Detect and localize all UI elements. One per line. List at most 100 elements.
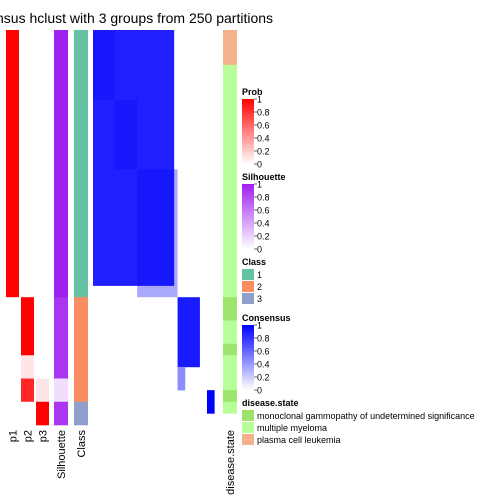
column-label-p2: p2 [23,430,35,442]
annotation-cell-class-4 [74,401,88,426]
legend-title-prob: Prob [242,87,263,97]
annotation-cell-silhouette-0 [54,30,68,298]
disease-state-cell [223,320,237,333]
disease-state-cell [223,332,237,344]
annotation-cell-class-2 [74,355,88,379]
disease-state-cell [223,355,237,368]
annotation-cell-p2-2 [21,355,34,379]
annotation-cell-p3-2 [36,355,49,379]
legend-tick-label-consensus: 0 [257,386,262,396]
disease-state-cell [223,157,237,170]
legend-title-consensus: Consensus [242,313,291,323]
legend-swatch-class [242,293,254,304]
annotation-cell-silhouette-2 [54,355,68,379]
annotation-cell-silhouette-3 [54,378,68,403]
legend-item-label-class: 2 [257,282,262,292]
consensus-subblock-0 [93,30,116,100]
heatmap-layer: p1 p2 p3 Silhouette Class disease.state [6,30,237,495]
disease-state-cell [223,88,237,101]
annotation-cell-p3-0 [36,30,49,298]
column-label-p1: p1 [8,430,20,442]
legend-colorbar-consensus [242,325,254,390]
annotation-cell-silhouette-4 [54,401,68,426]
annotation-cell-class-3 [74,378,88,403]
annotation-cell-p1-0 [6,30,19,298]
legend-swatch-disease-state [242,410,254,421]
disease-state-cell [223,308,237,321]
disease-state-cell [223,181,237,193]
column-label-silhouette: Silhouette [56,430,68,479]
legend-item-label-disease-state: multiple myeloma [257,423,327,433]
legend-item-label-class: 3 [257,294,262,304]
legend-tick-label-prob: 0 [257,160,262,170]
disease-state-cell [223,99,237,112]
disease-state-cell [223,390,237,403]
legend-tick-label-prob: 0.6 [257,121,270,131]
legend-layer: Prob10.80.60.40.20Silhouette10.80.60.40.… [242,87,475,445]
legend-tick-label-silhouette: 1 [257,180,262,190]
disease-state-cell [223,366,237,379]
disease-state-cell [223,297,237,310]
disease-state-cell [223,76,237,89]
disease-state-cell [223,262,237,275]
disease-state-cell [223,122,237,135]
legend-colorbar-silhouette [242,184,254,249]
disease-state-cell [223,134,237,147]
legend-tick-label-prob: 0.8 [257,108,270,118]
consensus-block-0 [93,30,175,286]
legend-title-silhouette: Silhouette [242,172,286,182]
legend-title-disease-state: disease.state [242,398,299,408]
disease-state-cell [223,378,237,391]
disease-state-cell [223,273,237,286]
legend-item-label-class: 1 [257,270,262,280]
legend-tick-label-silhouette: 0.4 [257,219,270,229]
disease-state-cell [223,30,237,42]
legend-tick-label-consensus: 0.6 [257,347,270,357]
disease-state-cell [223,215,237,228]
annotation-cell-p2-4 [21,401,34,426]
annotation-cell-p2-3 [21,378,34,403]
disease-state-cell [223,401,237,414]
legend-swatch-disease-state [242,434,254,445]
annotation-cell-p3-4 [36,401,49,426]
legend-item-label-disease-state: monoclonal gammopathy of undetermined si… [257,411,475,421]
disease-state-cell [223,285,237,298]
legend-tick-label-prob: 0.4 [257,134,270,144]
disease-state-cell [223,239,237,252]
legend-tick-label-silhouette: 0.2 [257,232,270,242]
legend-tick-label-silhouette: 0.6 [257,206,270,216]
consensus-block-1 [177,297,200,368]
legend-swatch-disease-state [242,422,254,433]
annotation-cell-p1-1 [6,297,19,356]
disease-state-cell [223,146,237,159]
consensus-block-2 [177,366,186,391]
disease-state-cell [223,41,237,54]
consensus-subblock-1 [115,99,138,170]
consensus-subblock-2 [137,169,178,298]
annotation-cell-class-1 [74,297,88,356]
annotation-cell-class-0 [74,30,88,298]
annotation-cell-p3-1 [36,297,49,356]
chart-title: nsus hclust with 3 groups from 250 parti… [0,10,273,26]
annotation-cell-p1-4 [6,401,19,426]
column-label-disease-state: disease.state [225,430,237,495]
annotation-cell-p2-1 [21,297,34,356]
disease-state-cell [223,64,237,77]
legend-tick-label-consensus: 0.2 [257,373,270,383]
legend-tick-label-silhouette: 0.8 [257,193,270,203]
disease-state-cell [223,169,237,182]
annotation-cell-p1-2 [6,355,19,379]
annotation-cell-p2-0 [21,30,34,298]
disease-state-cell [223,53,237,66]
disease-state-cell [223,227,237,240]
consensus-block-3 [206,390,215,414]
legend-tick-label-prob: 0.2 [257,147,270,157]
legend-title-class: Class [242,257,266,267]
legend-colorbar-prob [242,99,254,164]
legend-swatch-class [242,281,254,292]
annotation-cell-silhouette-1 [54,297,68,356]
legend-tick-label-consensus: 1 [257,321,262,331]
disease-state-cell [223,204,237,217]
legend-tick-label-consensus: 0.4 [257,360,270,370]
